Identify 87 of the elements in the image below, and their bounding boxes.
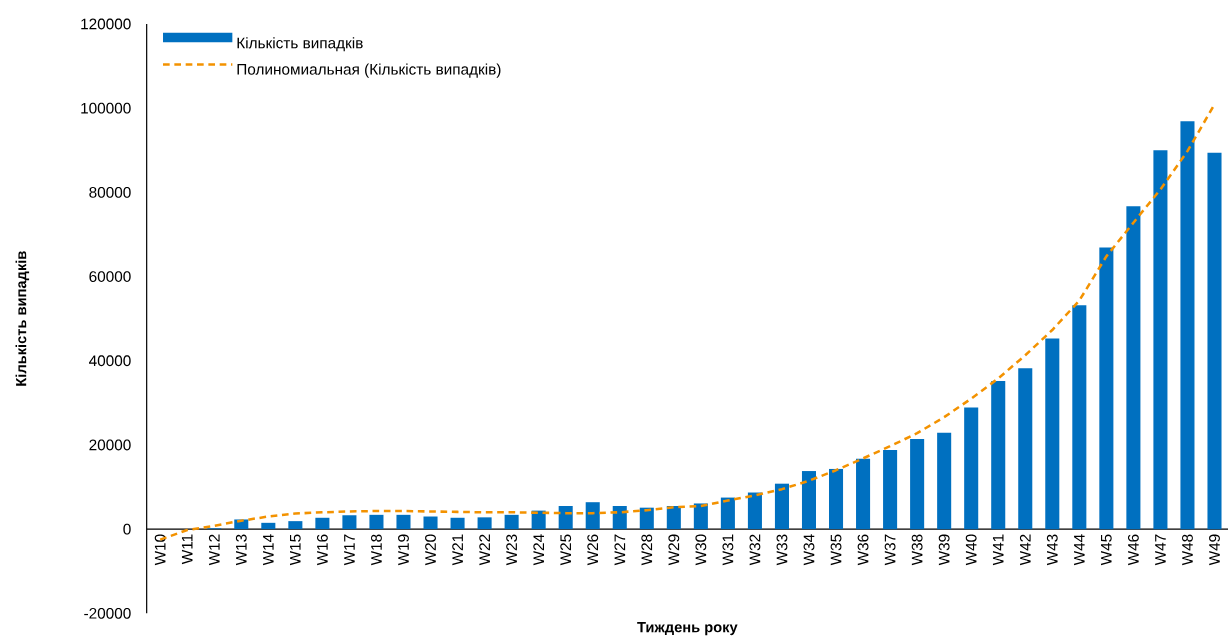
bar <box>774 483 789 530</box>
legend-label: Кількість випадків <box>237 37 363 52</box>
bar <box>828 468 844 530</box>
x-tick-label: W39 <box>938 534 950 566</box>
bar <box>585 502 600 530</box>
x-tick-label: W32 <box>749 534 761 566</box>
x-axis-title: Тиждень року <box>637 622 738 636</box>
x-tick-label: W12 <box>208 534 220 566</box>
x-tick-label: W40 <box>965 534 977 566</box>
bar <box>369 514 384 530</box>
x-tick-label: W11 <box>181 534 193 565</box>
bar <box>1018 368 1033 530</box>
x-tick-label: W42 <box>1019 534 1031 566</box>
y-tick-label: 20000 <box>89 439 131 451</box>
x-tick-label: W23 <box>506 534 518 566</box>
bar <box>910 439 925 530</box>
bar <box>883 450 898 530</box>
x-tick-label: W28 <box>641 534 653 566</box>
x-tick-label: W26 <box>587 534 599 566</box>
x-tick-label: W22 <box>479 534 490 566</box>
x-tick-label: W41 <box>992 534 1004 566</box>
bar <box>1207 152 1222 530</box>
bar <box>450 517 465 530</box>
x-tick-label: W38 <box>911 534 923 566</box>
bar <box>396 514 411 530</box>
x-tick-label: W35 <box>830 534 842 566</box>
bar <box>477 517 492 530</box>
bar <box>261 522 276 530</box>
bar <box>1153 150 1168 530</box>
x-tick-label: W29 <box>668 534 680 566</box>
bar <box>1072 305 1087 530</box>
x-tick-label: W15 <box>290 534 301 566</box>
legend-label: Полиномиальная (Кількість випадків) <box>237 63 501 78</box>
bar <box>747 492 762 530</box>
bar <box>801 471 817 530</box>
y-tick-label: 100000 <box>81 102 131 114</box>
x-tick-label: W25 <box>560 534 572 566</box>
y-tick-label: 40000 <box>89 355 131 367</box>
y-tick-label: -20000 <box>84 607 131 619</box>
bar <box>720 497 735 530</box>
bar <box>964 407 979 530</box>
x-tick-label: W24 <box>533 534 545 566</box>
x-tick-label: W27 <box>614 534 626 566</box>
bar <box>1126 206 1141 530</box>
bar <box>856 458 871 530</box>
y-tick-label: 120000 <box>81 18 131 30</box>
bar <box>612 505 627 530</box>
x-tick-label: W18 <box>371 534 382 566</box>
x-tick-label: W14 <box>263 534 274 566</box>
bar <box>504 514 519 530</box>
bar <box>1180 121 1195 530</box>
x-tick-label: W13 <box>235 534 247 566</box>
x-tick-label: W43 <box>1046 534 1058 566</box>
x-tick-label: W48 <box>1182 534 1193 566</box>
y-tick-label: 0 <box>123 523 131 535</box>
x-tick-label: W21 <box>452 534 463 566</box>
bar <box>1099 247 1114 530</box>
x-tick-label: W34 <box>803 534 815 566</box>
x-tick-label: W10 <box>154 534 166 566</box>
x-tick-label: W36 <box>857 534 869 566</box>
y-tick-label: 60000 <box>89 271 131 282</box>
x-tick-label: W30 <box>695 534 707 566</box>
x-tick-label: W31 <box>722 534 734 566</box>
bar <box>639 507 654 530</box>
x-tick-label: W16 <box>316 534 328 566</box>
x-tick-label: W19 <box>398 534 409 566</box>
x-tick-label: W47 <box>1155 534 1166 566</box>
bar <box>558 505 573 530</box>
bar <box>342 515 357 530</box>
bar <box>666 505 681 530</box>
bar <box>693 503 708 530</box>
x-tick-label: W17 <box>344 534 355 566</box>
bar <box>423 516 438 530</box>
bar <box>937 432 952 530</box>
bar <box>315 517 330 530</box>
x-tick-label: W44 <box>1074 534 1085 566</box>
x-tick-label: W33 <box>776 534 788 566</box>
bar <box>991 380 1006 530</box>
x-tick-label: W46 <box>1127 534 1139 566</box>
bar <box>288 521 303 530</box>
x-tick-label: W45 <box>1101 534 1112 566</box>
bar <box>1045 338 1060 530</box>
x-tick-label: W37 <box>884 534 896 566</box>
y-axis-title: Кількість випадків <box>15 251 30 386</box>
x-tick-label: W20 <box>425 534 436 566</box>
y-tick-label: 80000 <box>89 186 131 198</box>
x-tick-label: W49 <box>1209 534 1220 566</box>
